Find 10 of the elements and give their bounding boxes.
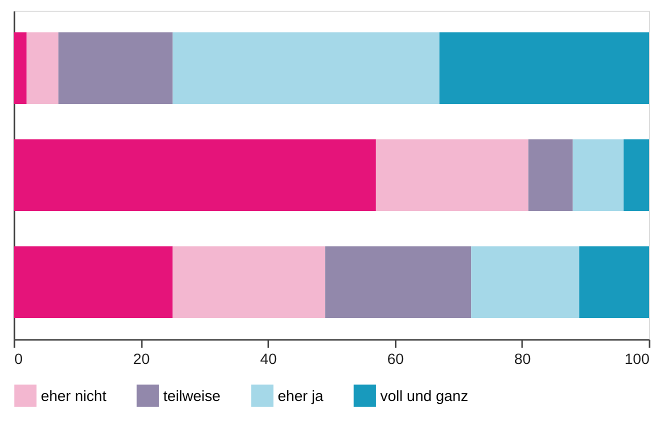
legend-label: eher ja <box>278 388 324 405</box>
x-tick-label: 60 <box>387 350 404 368</box>
x-tick-label: 20 <box>133 350 150 368</box>
legend-label: teilweise <box>163 388 220 405</box>
x-tick-label: 40 <box>260 350 277 368</box>
legend-label: eher nicht <box>40 388 108 405</box>
x-tick-label: 100 <box>624 350 650 368</box>
x-tick-label: 0 <box>14 350 23 368</box>
x-tick-label: 80 <box>514 350 531 368</box>
legend-label: voll und ganz <box>380 388 468 405</box>
